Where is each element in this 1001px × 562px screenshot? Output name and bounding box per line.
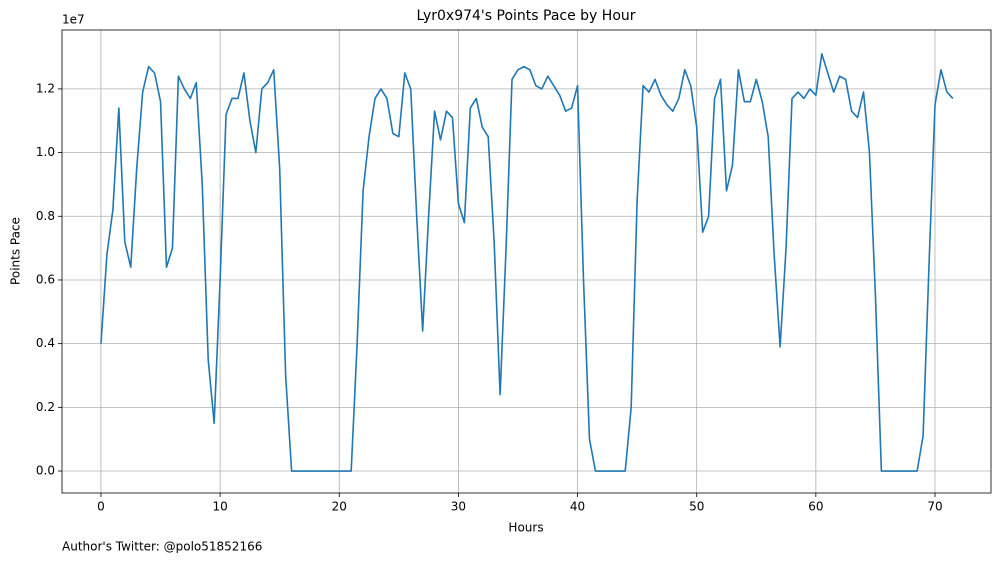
data-line xyxy=(100,53,954,472)
x-tick-label: 10 xyxy=(212,500,227,514)
x-tick-label: 20 xyxy=(332,500,347,514)
y-tick-label: 1.2 xyxy=(36,81,55,95)
x-tick-label: 30 xyxy=(451,500,466,514)
y-tick-label: 0.2 xyxy=(36,400,55,414)
x-tick-label: 60 xyxy=(808,500,823,514)
x-tick-label: 50 xyxy=(689,500,704,514)
y-tick-label: 0.4 xyxy=(36,336,55,350)
plot-frame xyxy=(61,29,992,494)
y-offset-label: 1e7 xyxy=(62,13,85,27)
y-tick-label: 0.8 xyxy=(36,209,55,223)
x-tick-label: 70 xyxy=(927,500,942,514)
footer: Author's Twitter: @polo51852166 xyxy=(62,540,262,554)
x-tick-label: 40 xyxy=(570,500,585,514)
y-tick-label: 0.0 xyxy=(36,464,55,478)
y-tick-label: 0.6 xyxy=(36,272,55,286)
chart-title: Lyr0x974's Points Pace by Hour xyxy=(416,8,635,24)
y-tick-label: 1.0 xyxy=(36,145,55,159)
y-axis-label: Points Pace xyxy=(9,217,23,285)
x-axis-label: Hours xyxy=(508,521,543,535)
x-tick-label: 0 xyxy=(97,500,105,514)
